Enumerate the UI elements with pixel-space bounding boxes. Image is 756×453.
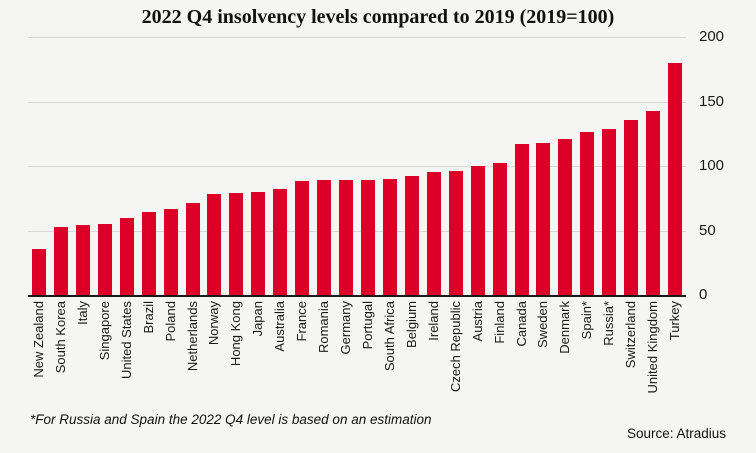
bar-switzerland <box>624 119 639 295</box>
x-axis-label: Romania <box>316 301 332 354</box>
x-axis-label: Germany <box>338 301 354 355</box>
bar-poland <box>163 208 178 295</box>
bar-south-korea <box>53 226 68 295</box>
chart-title: 2022 Q4 insolvency levels compared to 20… <box>141 6 615 28</box>
x-axis-label: Switzerland <box>623 301 639 369</box>
x-axis-label: Japan <box>250 301 266 337</box>
x-axis-label: Poland <box>162 301 178 342</box>
x-axis-label: Canada <box>513 301 529 347</box>
bar-germany <box>339 180 354 295</box>
y-axis-tick-label: 0 <box>699 286 708 303</box>
x-axis-label: Australia <box>272 301 288 352</box>
bar-singapore <box>97 224 112 295</box>
bar-portugal <box>360 180 375 295</box>
y-axis-tick-label: 100 <box>699 157 725 174</box>
gridline-50 <box>28 230 686 232</box>
x-axis-label: Russia* <box>601 301 617 346</box>
bar-italy <box>75 225 90 295</box>
x-axis-label: United States <box>118 301 134 380</box>
bar-denmark <box>558 138 573 295</box>
bar-united-kingdom <box>646 110 661 295</box>
bar-netherlands <box>185 203 200 295</box>
x-axis-label: Turkey <box>667 301 683 341</box>
bar-canada <box>514 144 529 295</box>
x-axis-label: Singapore <box>96 301 112 361</box>
bar-austria <box>470 166 485 295</box>
x-axis-label: Italy <box>74 301 90 325</box>
y-axis-tick-label: 150 <box>699 92 725 110</box>
x-axis-label: Portugal <box>359 301 375 350</box>
y-axis-tick-label: 50 <box>699 221 716 239</box>
x-axis-label: Belgium <box>403 301 419 348</box>
bar-hong-kong <box>229 193 244 295</box>
x-axis-label: South Africa <box>381 301 397 372</box>
bar-ireland <box>426 172 441 295</box>
x-axis-label: Finland <box>491 301 507 344</box>
x-axis-label: Ireland <box>425 301 441 341</box>
bar-spain <box>580 132 595 295</box>
y-axis-tick-label: 200 <box>699 28 725 45</box>
x-axis-label: Hong Kong <box>228 301 244 367</box>
x-axis-label: Denmark <box>557 301 573 354</box>
x-axis-label: Czech Republic <box>447 301 463 393</box>
x-axis-label: United Kingdom <box>645 301 661 394</box>
gridline-100 <box>28 166 686 167</box>
bar-brazil <box>141 212 156 295</box>
x-axis-label: New Zealand <box>30 301 46 378</box>
x-axis-label: Sweden <box>535 301 551 348</box>
x-axis-label: Brazil <box>140 301 156 334</box>
bar-south-africa <box>382 178 397 295</box>
bar-norway <box>207 194 222 295</box>
bar-france <box>295 181 310 295</box>
x-axis-label: Spain* <box>579 301 595 340</box>
bar-japan <box>251 191 266 295</box>
bar-australia <box>273 189 288 295</box>
x-axis-label: Austria <box>469 301 485 342</box>
x-axis-label: Norway <box>206 301 222 346</box>
bar-turkey <box>668 62 683 295</box>
plot-area <box>28 37 686 297</box>
gridline-150 <box>28 101 686 103</box>
x-axis-label: South Korea <box>52 301 68 374</box>
x-axis-label: France <box>294 301 310 342</box>
bar-czech-republic <box>448 171 463 295</box>
x-axis-label: Netherlands <box>184 301 200 372</box>
bar-belgium <box>404 176 419 295</box>
bar-new-zealand <box>31 248 46 295</box>
bar-sweden <box>536 142 551 295</box>
bar-finland <box>492 163 507 295</box>
gridline-200 <box>28 37 686 38</box>
bar-romania <box>317 180 332 295</box>
bar-united-states <box>119 217 134 295</box>
bar-russia <box>602 128 617 295</box>
footnote: *For Russia and Spain the 2022 Q4 level … <box>30 412 432 427</box>
source-label: Source: Atradius <box>626 426 726 441</box>
